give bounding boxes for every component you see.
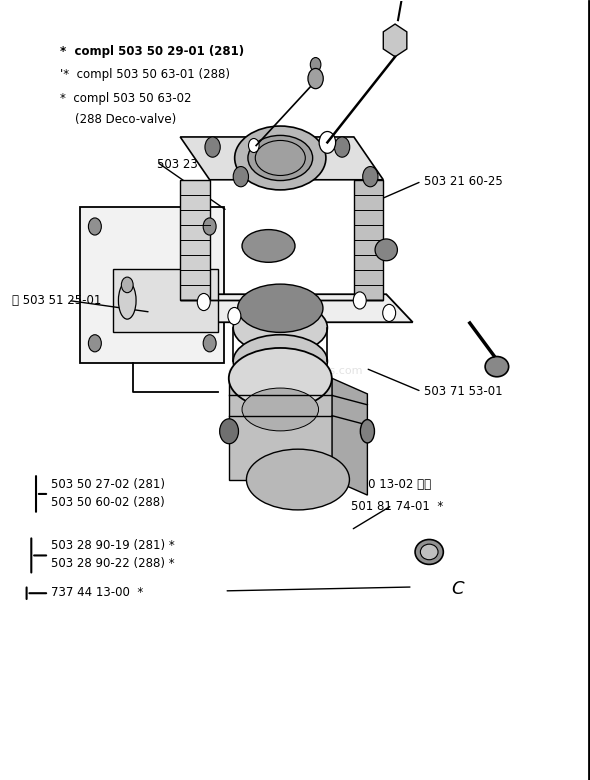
Circle shape (219, 419, 238, 444)
Circle shape (197, 293, 210, 310)
Circle shape (308, 69, 323, 89)
Ellipse shape (242, 388, 319, 431)
Ellipse shape (420, 544, 438, 560)
Polygon shape (332, 378, 368, 495)
Text: 503 28 90-22 (288) *: 503 28 90-22 (288) * (51, 557, 175, 570)
Ellipse shape (247, 449, 349, 510)
Text: *  compl 503 50 63-02: * compl 503 50 63-02 (60, 91, 191, 105)
Polygon shape (180, 179, 209, 300)
Polygon shape (229, 378, 332, 480)
Ellipse shape (415, 540, 443, 565)
Ellipse shape (229, 348, 332, 409)
Circle shape (310, 58, 321, 72)
Circle shape (88, 218, 101, 235)
Text: 737 44 13-00  *: 737 44 13-00 * (51, 586, 143, 599)
Text: ⓘ 503 51 25-01: ⓘ 503 51 25-01 (12, 294, 102, 307)
Circle shape (205, 137, 220, 158)
Circle shape (233, 167, 248, 186)
Text: 503 50 60-02 (288): 503 50 60-02 (288) (51, 496, 165, 509)
Circle shape (383, 304, 396, 321)
Text: 503 50 27-02 (281): 503 50 27-02 (281) (51, 478, 165, 491)
Ellipse shape (119, 282, 136, 319)
Ellipse shape (375, 239, 398, 261)
Ellipse shape (360, 420, 375, 443)
Circle shape (203, 218, 216, 235)
Polygon shape (166, 294, 413, 322)
Circle shape (353, 292, 366, 309)
Text: 501 81 74-01  *: 501 81 74-01 * (351, 500, 443, 513)
Polygon shape (113, 269, 218, 332)
Polygon shape (180, 137, 384, 179)
Circle shape (228, 307, 241, 324)
Circle shape (203, 335, 216, 352)
Text: C: C (451, 580, 464, 597)
Ellipse shape (248, 136, 313, 180)
Circle shape (363, 167, 378, 186)
Text: '*  compl 503 50 63-01 (288): '* compl 503 50 63-01 (288) (60, 68, 230, 81)
Text: 503 71 53-01: 503 71 53-01 (424, 385, 503, 398)
Ellipse shape (238, 284, 323, 332)
Text: 503 21 60-25: 503 21 60-25 (424, 175, 503, 188)
Polygon shape (384, 24, 407, 57)
Ellipse shape (233, 301, 327, 354)
Ellipse shape (242, 229, 295, 262)
Ellipse shape (233, 335, 327, 388)
Text: 503 23 51-09: 503 23 51-09 (157, 158, 235, 171)
Polygon shape (80, 207, 224, 363)
Ellipse shape (235, 126, 326, 190)
Text: eReplacementParts.com: eReplacementParts.com (227, 366, 363, 375)
Text: ; 501 80 13-02 ⓘⓓ: ; 501 80 13-02 ⓘⓓ (327, 478, 431, 491)
Text: 503 28 90-19 (281) *: 503 28 90-19 (281) * (51, 539, 175, 552)
Circle shape (88, 335, 101, 352)
Circle shape (335, 137, 350, 158)
Text: *  compl 503 50 29-01 (281): * compl 503 50 29-01 (281) (60, 44, 244, 58)
Circle shape (122, 277, 133, 292)
Circle shape (319, 132, 336, 154)
Circle shape (248, 139, 259, 153)
Polygon shape (354, 179, 384, 300)
Ellipse shape (485, 356, 509, 377)
Text: (288 Deco-valve): (288 Deco-valve) (60, 112, 176, 126)
